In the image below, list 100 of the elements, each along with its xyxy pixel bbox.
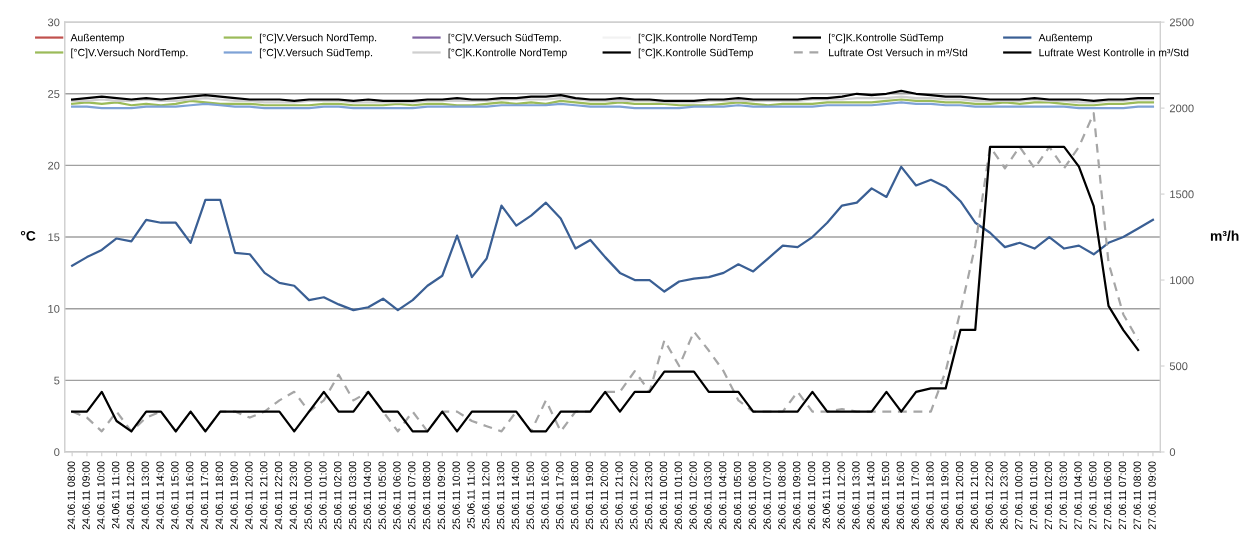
x-tick-label: 25.06.11 05:00 [378, 461, 386, 530]
x-tick-label: 26.06.11 19:00 [941, 461, 949, 530]
y2-tick-label: 500 [1169, 362, 1188, 371]
x-tick-label: 25.06.11 10:00 [452, 461, 460, 530]
x-tick-label: 25.06.11 21:00 [615, 461, 623, 530]
x-tick-label: 24.06.11 23:00 [289, 461, 298, 530]
x-tick-label: 26.06.11 18:00 [926, 461, 934, 530]
x-tick-label: 25.06.11 17:00 [556, 461, 564, 530]
legend-label: Außentemp [70, 33, 124, 44]
x-tick-label: 25.06.11 01:00 [319, 461, 327, 530]
x-tick-label: 26.06.11 17:00 [911, 461, 919, 530]
legend-label: Luftrate Ost Versuch in m³/Std [829, 48, 968, 57]
x-tick-label: 24.06.11 18:00 [215, 461, 223, 530]
x-tick-label: 26.06.11 04:00 [719, 461, 727, 530]
x-tick-label: 27.06.11 05:00 [1089, 461, 1097, 530]
x-tick-label: 24.06.11 08:00 [67, 461, 75, 530]
x-tick-label: 25.06.11 06:00 [393, 461, 401, 530]
x-tick-label: 24.06.11 14:00 [156, 461, 164, 530]
x-tick-label: 27.06.11 06:00 [1103, 461, 1112, 530]
x-tick-label: 26.06.11 00:00 [659, 461, 668, 530]
x-tick-label: 26.06.11 20:00 [955, 461, 964, 530]
x-tick-label: 24.06.11 19:00 [230, 461, 238, 530]
x-tick-label: 26.06.11 21:00 [970, 461, 979, 530]
x-tick-label: 25.06.11 11:00 [467, 461, 475, 529]
line-series [71, 89, 1155, 103]
x-tick-label: 24.06.11 12:00 [126, 461, 135, 530]
x-tick-label: 26.06.11 02:00 [689, 461, 697, 530]
x-tick-label: 27.06.11 09:00 [1148, 461, 1156, 530]
x-tick-label: 26.06.11 14:00 [867, 461, 875, 530]
y2-tick-label: 2000 [1169, 104, 1194, 113]
x-tick-label: 27.06.11 01:00 [1029, 461, 1038, 530]
y2-axis-title: m³/h [1210, 230, 1239, 241]
x-tick-label: 26.06.11 06:00 [748, 461, 756, 530]
x-tick-label: 25.06.11 20:00 [600, 461, 608, 530]
x-tick-label: 24.06.11 16:00 [186, 461, 194, 530]
legend-label: [°C]V.Versuch SüdTemp. [259, 48, 373, 59]
x-tick-label: 26.06.11 07:00 [763, 461, 771, 530]
x-tick-label: 25.06.11 22:00 [630, 461, 638, 530]
legend-label: [°C]V.Versuch NordTemp. [259, 33, 377, 44]
y-tick-label: 10 [48, 304, 60, 313]
x-tick-label: 25.06.11 13:00 [496, 461, 505, 530]
legend-label: [°C]K.Kontrolle NordTemp [638, 33, 757, 44]
x-tick-label: 24.06.11 15:00 [171, 461, 179, 530]
x-tick-label: 25.06.11 08:00 [422, 461, 431, 530]
x-tick-label: 24.06.11 10:00 [97, 461, 105, 530]
x-tick-label: 25.06.11 04:00 [363, 461, 372, 530]
x-tick-label: 26.06.11 03:00 [704, 461, 712, 530]
x-tick-label: 24.06.11 22:00 [274, 461, 283, 530]
y-axis-title: °C [20, 230, 36, 241]
y-tick-label: 5 [54, 376, 60, 385]
x-tick-label: 24.06.11 09:00 [82, 461, 90, 530]
x-tick-label: 26.06.11 11:00 [822, 461, 831, 529]
y-tick-label: 20 [48, 161, 60, 170]
x-tick-label: 27.06.11 02:00 [1044, 461, 1053, 530]
x-tick-label: 26.06.11 16:00 [896, 461, 905, 530]
x-tick-label: 26.06.11 01:00 [674, 461, 682, 530]
legend-label: Luftrate West Kontrolle in m³/Std [1039, 48, 1189, 57]
legend-label: [°C]K.Kontrolle SüdTemp [828, 33, 944, 44]
x-tick-label: 26.06.11 22:00 [985, 461, 993, 530]
y2-tick-label: 0 [1169, 448, 1176, 457]
x-tick-label: 27.06.11 00:00 [1015, 461, 1023, 530]
x-tick-label: 27.06.11 07:00 [1118, 461, 1127, 530]
x-tick-label: 27.06.11 08:00 [1133, 461, 1141, 530]
legend-label: [°C]K.Kontrolle SüdTemp [638, 48, 753, 59]
y2-tick-label: 1000 [1170, 276, 1194, 285]
x-tick-label: 24.06.11 17:00 [200, 461, 209, 530]
x-tick-label: 27.06.11 03:00 [1059, 461, 1067, 530]
x-tick-label: 25.06.11 02:00 [334, 461, 342, 530]
line-series [71, 165, 1155, 312]
x-tick-label: 25.06.11 09:00 [437, 461, 446, 530]
legend-label: [°C]K.Kontrolle NordTemp [448, 48, 567, 59]
y2-tick-label: 2500 [1169, 18, 1194, 27]
y-tick-label: 15 [48, 233, 60, 242]
x-tick-label: 25.06.11 14:00 [511, 461, 520, 530]
x-tick-label: 25.06.11 18:00 [570, 461, 579, 530]
x-tick-label: 25.06.11 07:00 [408, 461, 416, 530]
x-tick-label: 25.06.11 19:00 [585, 461, 594, 530]
y-tick-label: 0 [54, 448, 60, 457]
x-tick-label: 26.06.11 10:00 [807, 461, 816, 530]
x-tick-label: 25.06.11 16:00 [541, 461, 549, 530]
x-tick-label: 26.06.11 05:00 [733, 461, 742, 530]
x-tick-label: 26.06.11 12:00 [837, 461, 845, 530]
y-tick-label: 25 [48, 90, 60, 98]
x-tick-label: 24.06.11 20:00 [245, 461, 253, 530]
y-tick-label: 30 [47, 18, 60, 27]
x-tick-label: 26.06.11 08:00 [778, 461, 786, 530]
x-tick-label: 26.06.11 23:00 [1000, 461, 1008, 530]
x-tick-label: 25.06.11 00:00 [304, 461, 312, 530]
x-tick-label: 24.06.11 11:00 [111, 461, 120, 529]
x-tick-label: 26.06.11 09:00 [793, 461, 801, 530]
x-tick-label: 26.06.11 13:00 [852, 461, 860, 530]
x-tick-label: 26.06.11 15:00 [881, 461, 890, 530]
x-tick-label: 25.06.11 23:00 [644, 461, 653, 530]
y2-tick-label: 1500 [1170, 190, 1194, 199]
x-tick-label: 24.06.11 21:00 [260, 461, 268, 530]
x-tick-label: 25.06.11 12:00 [482, 461, 490, 530]
x-tick-label: 27.06.11 04:00 [1074, 461, 1082, 530]
legend-label: [°C]V.Versuch SüdTemp. [448, 33, 561, 44]
legend-label: Außentemp [1038, 33, 1093, 44]
x-tick-label: 24.06.11 13:00 [141, 461, 149, 530]
